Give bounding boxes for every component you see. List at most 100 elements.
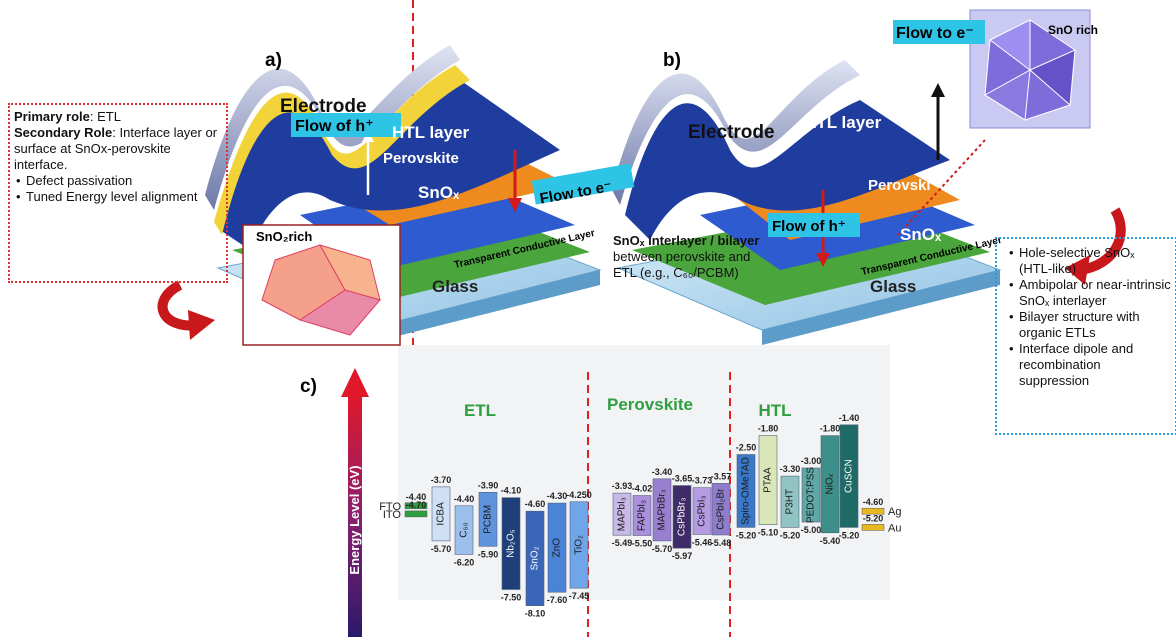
role-label: Secondary Role	[14, 125, 112, 140]
group-label: ETL	[464, 401, 496, 420]
bottom-value-label: -5.90	[478, 549, 499, 559]
top-value-label: -1.80	[820, 424, 841, 434]
bullet: Bilayer structure with organic ETLs	[1019, 309, 1171, 341]
material-name: MAPbBr₃	[657, 489, 668, 530]
bullet-list: Hole-selective SnOₓ (HTL-like) Ambipolar…	[1007, 245, 1171, 389]
material-name: CuSCN	[844, 459, 855, 493]
inset-label: SnO rich	[1048, 23, 1098, 37]
material-name: FAPbI₃	[637, 500, 648, 531]
group-label: HTL	[758, 401, 791, 420]
bottom-value-label: -5.46	[692, 537, 713, 547]
figure: a) Electrode Flow of h⁺ HTL layer Perovs…	[0, 0, 1176, 637]
bottom-value-label: -6.20	[454, 557, 475, 567]
material-name: ICBA	[436, 502, 447, 526]
layer-label: Electrode	[280, 96, 367, 117]
caption-text: between perovskite and ETL (e.g., C₆₀/PC…	[613, 249, 750, 280]
role-box: Primary role: ETL Secondary Role: Interf…	[8, 103, 228, 283]
bullet: Ambipolar or near-intrinsic SnOₓ interla…	[1019, 277, 1171, 309]
bullet: Defect passivation	[26, 173, 222, 189]
material-name: PEDOT:PSS	[806, 467, 817, 523]
material-name: PTAA	[763, 467, 774, 493]
role-label: Primary role	[14, 109, 90, 124]
bullet: Tuned Energy level alignment	[26, 189, 222, 205]
material-name: SnO₂	[530, 546, 541, 570]
top-value-label: -4.40	[454, 494, 475, 504]
top-value-label: -4.250	[566, 490, 592, 500]
bottom-value-label: -5.97	[672, 551, 693, 561]
top-value-label: -3.00	[801, 456, 822, 466]
axis-label: Energy Level (eV)	[347, 465, 362, 574]
bottom-value-label: -5.40	[820, 536, 841, 546]
flow-label: Flow of h⁺	[772, 218, 846, 235]
top-value-label: -4.60	[525, 499, 546, 509]
electrode-level	[405, 511, 427, 517]
bottom-value-label: -5.49	[612, 538, 633, 548]
bottom-value-label: -5.10	[758, 528, 779, 538]
bottom-value-label: -5.20	[839, 530, 860, 540]
top-value-label: -3.70	[431, 475, 452, 485]
top-value-label: -3.73	[692, 476, 713, 486]
layer-label: SnOₓ	[418, 183, 460, 202]
top-value-label: -2.50	[736, 443, 757, 453]
bottom-value-label: -5.50	[632, 539, 653, 549]
bullet: Interface dipole and recombination suppr…	[1019, 341, 1171, 389]
material-name: CsPbI₃	[697, 495, 708, 526]
bottom-value-label: -5.20	[736, 530, 757, 540]
material-name: Nb₂O₅	[506, 529, 517, 557]
layer-label: SnOₓ	[900, 225, 942, 244]
electrode-name: Ag	[888, 506, 901, 518]
top-value-label: -3.90	[478, 480, 499, 490]
layer-label: Perovskite	[383, 150, 459, 167]
bottom-value-label: -7.60	[547, 595, 568, 605]
electrode-name: Au	[888, 522, 901, 534]
top-value-label: -3.65	[672, 474, 693, 484]
bottom-value-label: -7.45	[569, 591, 590, 601]
material-name: TiO₂	[574, 535, 585, 555]
top-value-label: -1.40	[839, 413, 860, 423]
electrode-name: ITO	[383, 509, 402, 521]
bottom-value-label: -8.10	[525, 609, 546, 619]
role-box: Hole-selective SnOₓ (HTL-like) Ambipolar…	[995, 237, 1176, 435]
material-name: Spiro-OMeTAD	[741, 457, 752, 525]
electrode-value-label: -4.60	[863, 497, 884, 507]
layer-label: ETL layer	[805, 113, 882, 132]
flow-label: Flow of h⁺	[295, 118, 374, 135]
material-name: MAPbI₃	[617, 497, 628, 531]
caption: SnOₓ interlayer / bilayer between perovs…	[613, 233, 763, 281]
layer-label: Perovski	[868, 177, 931, 194]
material-name: PCBM	[483, 505, 494, 534]
flow-label: Flow to e⁻	[896, 25, 974, 42]
top-value-label: -4.02	[632, 484, 653, 494]
bullet: Hole-selective SnOₓ (HTL-like)	[1019, 245, 1171, 277]
bottom-value-label: -7.50	[501, 593, 522, 603]
layer-label: HTL layer	[392, 123, 470, 142]
top-value-label: -3.57	[711, 471, 732, 481]
electrode-level	[862, 524, 884, 530]
material-name: CsPbI₂Br	[716, 488, 727, 530]
top-value-label: -3.40	[652, 467, 673, 477]
panel-label: a)	[265, 50, 282, 71]
bottom-value-label: -5.70	[431, 544, 452, 554]
panel-label: c)	[300, 376, 317, 397]
top-value-label: -4.10	[501, 486, 522, 496]
layer-label: Electrode	[688, 122, 775, 143]
bottom-value-label: -5.20	[780, 530, 801, 540]
top-value-label: -4.30	[547, 491, 568, 501]
layer-label: Glass	[870, 277, 916, 296]
energy-arrow-head	[341, 368, 369, 397]
top-value-label: -1.80	[758, 424, 779, 434]
bottom-value-label: -5.00	[801, 525, 822, 535]
top-value-label: -3.93	[612, 481, 633, 491]
top-value-label: -3.30	[780, 464, 801, 474]
material-name: CsPbBr₃	[677, 498, 688, 537]
material-name: C₆₀	[459, 522, 470, 537]
bullet-list: Defect passivation Tuned Energy level al…	[14, 173, 222, 205]
bottom-value-label: -5.48	[711, 538, 732, 548]
caption-bold: SnOₓ interlayer / bilayer	[613, 233, 759, 248]
layer-label: Glass	[432, 277, 478, 296]
material-name: NiOₓ	[825, 473, 836, 494]
panel-label: b)	[663, 50, 681, 71]
electrode-value-label: -4.70	[406, 500, 427, 510]
electrode-value-label: -5.20	[863, 513, 884, 523]
bottom-value-label: -5.70	[652, 544, 673, 554]
